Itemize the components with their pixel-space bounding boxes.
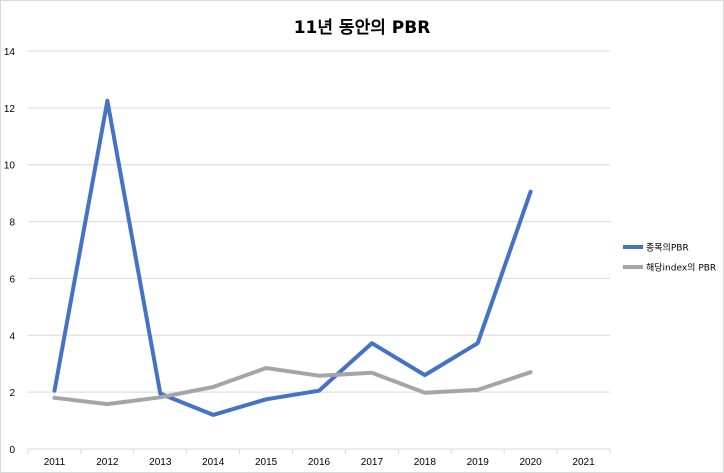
- axes: 0 2 4 6 8 10 12 14 2011 2012 2013 2014 2015 2016 2017 2…: [4, 47, 611, 468]
- gridlines: [28, 50, 610, 393]
- y-tick-label: 0: [9, 445, 15, 456]
- x-tick-label: 2011: [44, 457, 66, 468]
- series-line-1: [52, 98, 533, 417]
- chart-title: 11년 동안의 PBR: [293, 18, 431, 38]
- legend-label: 해당index의 PBR: [646, 263, 716, 274]
- series-lines: [52, 98, 533, 417]
- x-tick-label: 2017: [361, 457, 384, 468]
- y-tick-label: 10: [4, 161, 16, 172]
- legend: 종목의PBR 해당index의 PBR: [623, 243, 716, 274]
- x-tick-label: 2014: [202, 457, 225, 468]
- y-tick-label: 2: [9, 388, 15, 399]
- x-tick-label: 2021: [572, 457, 595, 468]
- x-tick-label: 2015: [255, 457, 278, 468]
- y-tick-label: 6: [9, 274, 15, 285]
- x-tick-label: 2020: [520, 457, 543, 468]
- legend-label: 종목의PBR: [646, 243, 689, 254]
- series-line-2: [52, 366, 533, 407]
- x-tick-label: 2016: [308, 457, 331, 468]
- y-tick-label: 8: [9, 218, 15, 229]
- x-tick-label: 2019: [467, 457, 490, 468]
- x-tick-label: 2012: [96, 457, 119, 468]
- x-tick-label: 2018: [414, 457, 437, 468]
- y-tick-label: 4: [9, 331, 15, 342]
- y-tick-label: 14: [4, 47, 16, 58]
- x-tick-label: 2013: [149, 457, 172, 468]
- y-tick-label: 12: [4, 104, 16, 115]
